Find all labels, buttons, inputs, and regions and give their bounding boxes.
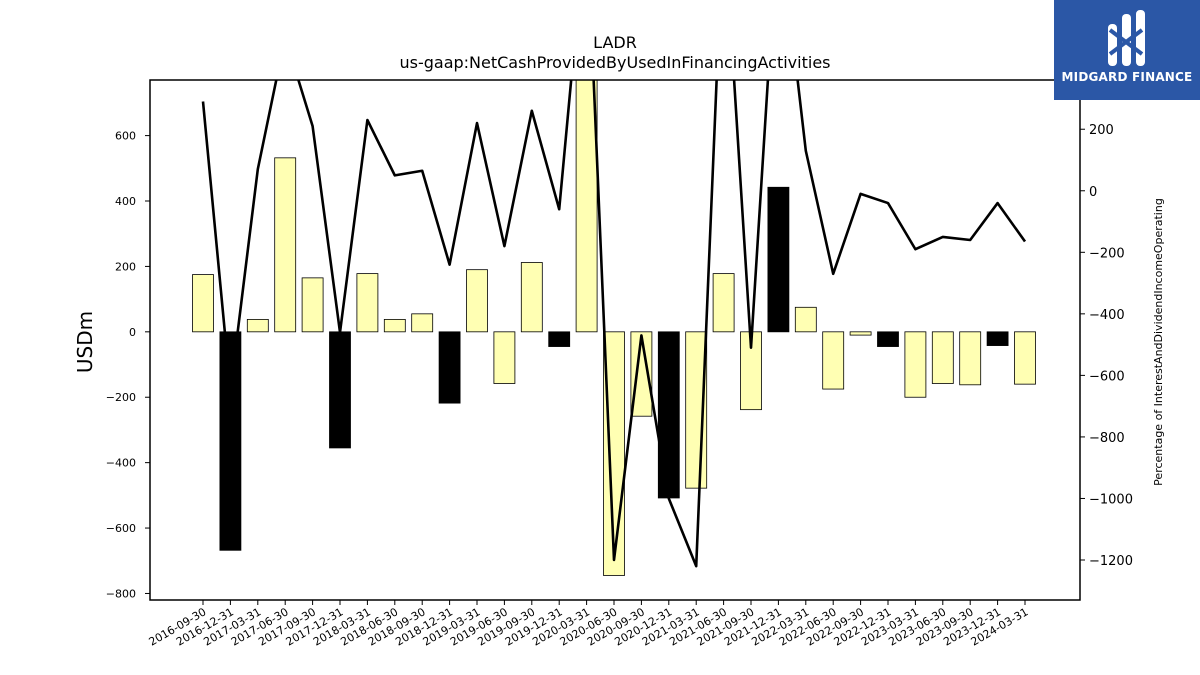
y2-tick-label: −600 <box>1089 369 1125 384</box>
y-tick-label: 0 <box>129 326 136 339</box>
y-tick-label: −800 <box>106 587 136 600</box>
y-tick-label: −400 <box>106 457 136 470</box>
bar-2019-03-31 <box>466 269 488 333</box>
line-path <box>201 80 1027 568</box>
bar-2018-03-31 <box>356 273 379 333</box>
bar-2023-03-31 <box>904 331 927 398</box>
bar-2019-09-30 <box>520 262 543 333</box>
bar-2023-12-31 <box>986 331 1009 346</box>
right-y-axis: −1200 −1000 −800 −600 −400 −200 0 200 <box>1080 123 1133 569</box>
bar-2022-12-31 <box>877 331 899 347</box>
bar-2021-12-31 <box>767 186 790 333</box>
y-axis-label: USDm <box>73 311 97 373</box>
bar-2021-06-30 <box>712 273 735 333</box>
bar-2023-09-30 <box>959 331 982 386</box>
bar-2017-06-30 <box>274 157 297 333</box>
x-axis: 2016-09-302016-12-312017-03-312017-06-30… <box>147 600 1031 649</box>
bar-2017-09-30 <box>301 277 324 333</box>
bar-series <box>192 80 1036 576</box>
y2-tick-label: −800 <box>1089 431 1125 446</box>
chart-subtitle: us-gaap:NetCashProvidedByUsedInFinancing… <box>399 53 830 72</box>
bar-2018-09-30 <box>411 313 434 333</box>
bar-2017-12-31 <box>329 331 351 449</box>
chart-title: LADR <box>593 33 637 52</box>
y-tick-label: 600 <box>115 130 136 143</box>
brand-logo: MIDGARD FINANCE <box>1054 0 1200 100</box>
bar-2020-03-31 <box>575 80 598 333</box>
y-tick-label: 200 <box>115 260 136 273</box>
bar-2023-06-30 <box>931 331 954 384</box>
y2-tick-label: −1200 <box>1089 554 1133 569</box>
y2-tick-label: −1000 <box>1089 492 1133 507</box>
bar-2017-03-31 <box>246 318 269 333</box>
bar-2022-09-30 <box>849 331 872 336</box>
brand-name: MIDGARD FINANCE <box>1061 70 1193 84</box>
bar-2020-12-31 <box>657 331 680 499</box>
y-tick-label: 400 <box>115 195 136 208</box>
bar-2020-09-30 <box>630 331 653 417</box>
bar-2022-03-31 <box>794 306 817 333</box>
y2-tick-label: −200 <box>1089 246 1125 261</box>
y2-tick-label: 200 <box>1089 123 1114 138</box>
bar-2016-09-30 <box>192 274 214 333</box>
bar-2018-12-31 <box>438 331 461 404</box>
y2-axis-label: Percentage of InterestAndDividendIncomeO… <box>1152 198 1165 486</box>
bar-2024-03-31 <box>1014 331 1036 385</box>
midgard-logo-icon <box>1108 10 1145 66</box>
y2-tick-label: −400 <box>1089 308 1125 323</box>
y-tick-label: −200 <box>106 391 136 404</box>
bar-2019-12-31 <box>548 331 571 347</box>
plot-frame <box>149 79 1081 601</box>
y2-tick-label: 0 <box>1089 185 1097 200</box>
line-series <box>201 80 1027 568</box>
bar-2016-12-31 <box>219 331 242 551</box>
bar-2019-06-30 <box>493 331 516 384</box>
y-tick-label: −600 <box>106 522 136 535</box>
bar-2022-06-30 <box>822 331 845 390</box>
left-y-axis: −800 −600 −400 −200 0 200 400 600 <box>106 130 150 600</box>
bar-2018-06-30 <box>383 318 406 333</box>
